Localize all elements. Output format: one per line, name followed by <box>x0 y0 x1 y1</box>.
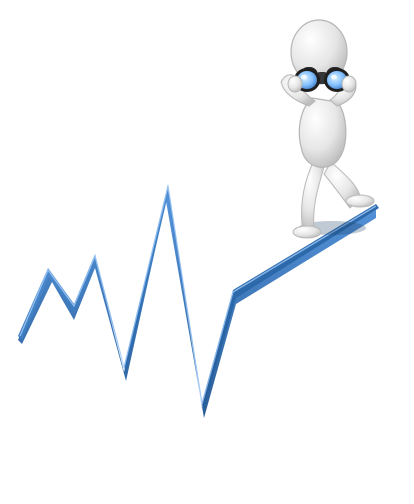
right-hand <box>341 75 357 93</box>
torso <box>298 97 347 168</box>
left-leg <box>301 159 325 229</box>
figure-with-binoculars <box>280 19 375 239</box>
trend-line-highlight <box>19 185 377 405</box>
trend-line <box>18 184 379 418</box>
left-foot <box>292 225 322 239</box>
trend-line-top <box>18 184 379 410</box>
right-foot <box>345 194 375 208</box>
binoculars-icon <box>294 67 350 92</box>
left-hand <box>287 75 303 93</box>
